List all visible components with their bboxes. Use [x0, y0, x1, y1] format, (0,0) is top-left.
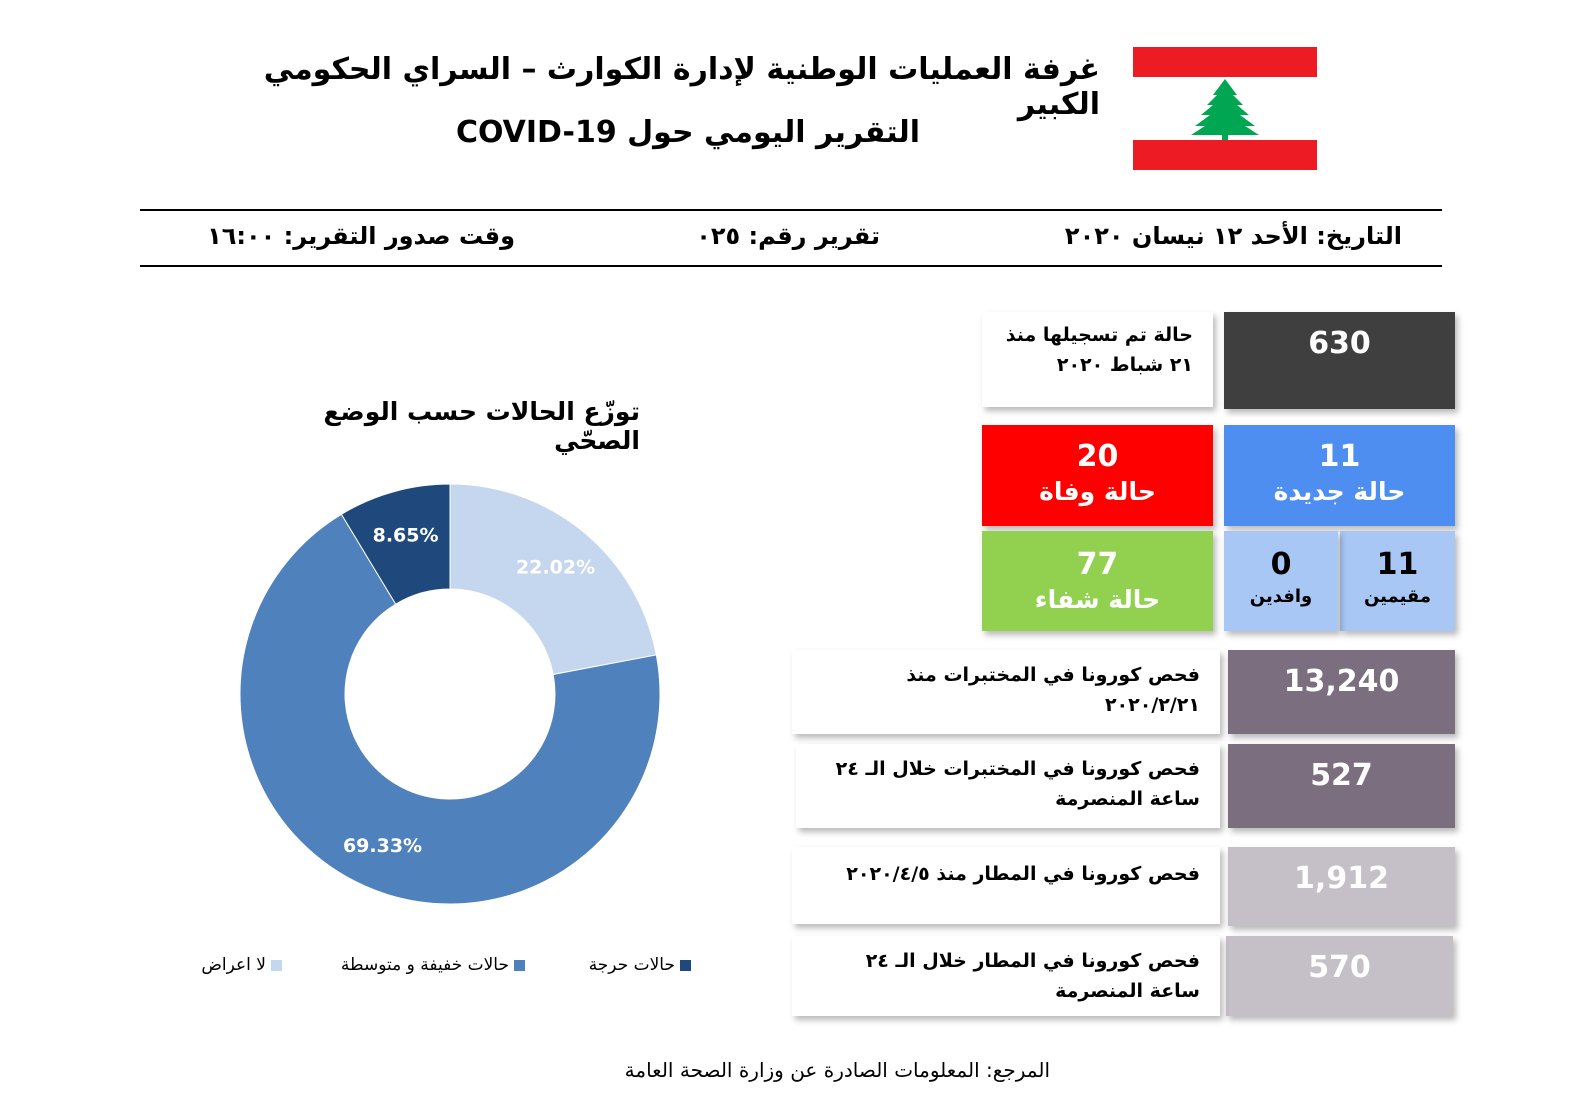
slice-mild-moderate: [239, 513, 661, 905]
legend-swatch-mild: [514, 959, 525, 971]
deaths-label: حالة وفاة: [1039, 477, 1156, 506]
header-top-rule: [140, 209, 1442, 211]
source-note: المرجع: المعلومات الصادرة عن وزارة الصحة…: [624, 1058, 1050, 1082]
residents-label: مقيمين: [1363, 586, 1432, 607]
deaths-value: 20: [1076, 439, 1119, 474]
legend-label-mild: حالات خفيفة و متوسطة: [340, 955, 509, 975]
lab-tests-total-since: ٢٠٢٠/٢/٢١: [1104, 694, 1200, 716]
residents-box: 11 مقيمين: [1340, 531, 1455, 631]
airport-tests-24h-label: فحص كورونا في المطار خلال الـ ٢٤: [865, 950, 1200, 972]
recovered-value: 77: [1076, 547, 1119, 582]
legend-swatch-critical: [680, 959, 691, 971]
data-label-critical: 8.65%: [373, 525, 439, 547]
deaths-box: 20 حالة وفاة: [982, 425, 1213, 526]
lab-tests-24h-label: فحص كورونا في المختبرات خلال الـ ٢٤: [835, 758, 1200, 780]
lab-tests-24h-label-cont: ساعة المنصرمة: [1055, 788, 1200, 810]
airport-tests-24h-label-box: فحص كورونا في المطار خلال الـ ٢٤ ساعة ال…: [792, 936, 1220, 1016]
legend-mild: حالات خفيفة و متوسطة: [320, 955, 525, 975]
total-cases-value: 630: [1308, 326, 1371, 361]
recovered-box: 77 حالة شفاء: [982, 531, 1213, 631]
airport-tests-total-label-box: فحص كورونا في المطار منذ ٢٠٢٠/٤/٥: [792, 847, 1220, 924]
lab-tests-total-value: 13,240: [1283, 664, 1400, 699]
airport-tests-24h-label-cont: ساعة المنصرمة: [1055, 980, 1200, 1002]
data-label-asymptomatic: 22.02%: [516, 557, 595, 579]
lab-tests-24h-box: 527: [1228, 744, 1455, 828]
lab-tests-24h-value: 527: [1310, 758, 1373, 793]
arrivals-label: وافدين: [1249, 586, 1313, 607]
new-cases-box: 11 حالة جديدة: [1224, 425, 1455, 526]
total-cases-box: 630: [1224, 312, 1455, 409]
header-bottom-rule: [140, 265, 1442, 267]
legend-asymptomatic: لا اعراض: [180, 955, 282, 975]
airport-tests-total-box: 1,912: [1228, 847, 1455, 926]
slice-asymptomatic: [449, 483, 657, 676]
health-status-donut-chart: 22.02% 69.33% 8.65%: [239, 483, 661, 905]
total-cases-since: ٢١ شباط ٢٠٢٠: [1056, 354, 1193, 376]
airport-tests-24h-value: 570: [1308, 950, 1371, 985]
new-cases-value: 11: [1318, 439, 1361, 474]
report-issue-time: وقت صدور التقرير: ١٦:٠٠: [207, 222, 515, 250]
slice-critical: [340, 483, 451, 605]
data-label-mild-moderate: 69.33%: [343, 835, 422, 857]
total-cases-label-box: حالة تم تسجيلها منذ ٢١ شباط ٢٠٢٠: [982, 312, 1213, 407]
lebanon-flag-icon: [1133, 47, 1317, 170]
arrivals-value: 0: [1270, 547, 1292, 582]
report-number: تقرير رقم: ٠٢٥: [696, 222, 880, 250]
report-title: غرفة العمليات الوطنية لإدارة الكوارث – ا…: [263, 52, 1100, 122]
lab-tests-total-box: 13,240: [1228, 650, 1455, 734]
lab-tests-total-label-box: فحص كورونا في المختبرات منذ ٢٠٢٠/٢/٢١: [792, 650, 1220, 734]
lab-tests-24h-label-box: فحص كورونا في المختبرات خلال الـ ٢٤ ساعة…: [796, 744, 1220, 828]
airport-tests-total-value: 1,912: [1294, 861, 1389, 896]
lab-tests-total-label: فحص كورونا في المختبرات منذ: [906, 664, 1200, 686]
legend-label-critical: حالات حرجة: [588, 955, 675, 975]
report-date: التاريخ: الأحد ١٢ نيسان ٢٠٢٠: [1064, 222, 1402, 250]
airport-tests-24h-box: 570: [1226, 936, 1453, 1016]
legend-swatch-asymptomatic: [271, 959, 282, 971]
report-subtitle: التقرير اليومي حول COVID-19: [455, 115, 920, 150]
arrivals-box: 0 وافدين: [1224, 531, 1338, 631]
residents-value: 11: [1376, 547, 1419, 582]
total-cases-label: حالة تم تسجيلها منذ: [1005, 324, 1193, 346]
chart-title: توزّع الحالات حسب الوضع الصحّي: [323, 397, 640, 455]
recovered-label: حالة شفاء: [1034, 585, 1161, 614]
airport-tests-total-label: فحص كورونا في المطار منذ ٢٠٢٠/٤/٥: [846, 863, 1200, 885]
legend-label-asymptomatic: لا اعراض: [201, 955, 266, 975]
new-cases-label: حالة جديدة: [1273, 477, 1406, 506]
legend-critical: حالات حرجة: [565, 955, 691, 975]
